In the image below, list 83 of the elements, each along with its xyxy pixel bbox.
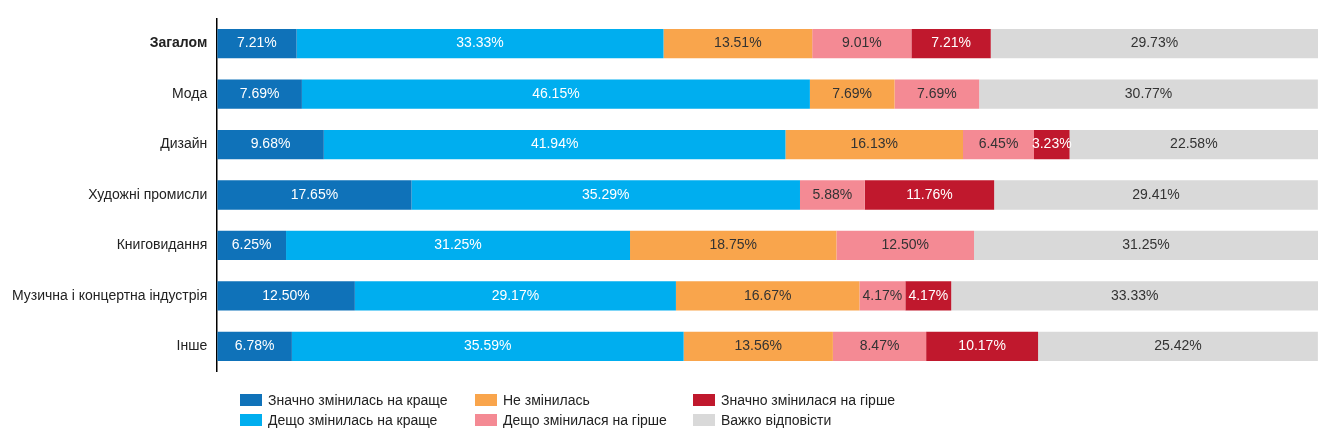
bar [1038, 331, 1318, 361]
y-tick-label: Книговидання [116, 236, 208, 253]
bar [296, 29, 664, 59]
bar [809, 79, 895, 109]
data-label: 31.25% [1122, 236, 1170, 253]
bar [675, 281, 860, 311]
bar [663, 29, 813, 59]
data-label: 29.17% [491, 286, 540, 303]
legend-label: Дещо змінилась на краще [267, 411, 439, 430]
data-label: 6.78% [234, 337, 275, 354]
y-tick-label: Музична і концертна індустрія [12, 286, 208, 303]
bar [217, 29, 297, 59]
y-tick-label: Художні промисли [88, 185, 208, 202]
legend-label: Значно змінилась на краще [267, 391, 449, 410]
legend-label: Не змінилась [502, 391, 591, 410]
data-label: 6.45% [978, 135, 1019, 152]
bar [291, 331, 684, 361]
bar [864, 180, 995, 210]
data-label: 9.01% [841, 34, 882, 51]
data-label: 7.21% [931, 34, 971, 51]
bar [411, 180, 800, 210]
data-label: 4.17% [862, 286, 903, 303]
data-label: 22.58% [1170, 135, 1218, 152]
data-label: 13.56% [734, 337, 783, 354]
legend-label: Важко відповісти [720, 411, 833, 430]
data-label: 4.17% [908, 286, 949, 303]
data-label: 35.59% [464, 337, 512, 354]
data-label: 29.73% [1130, 34, 1179, 51]
bar [836, 230, 975, 261]
data-label: 11.76% [906, 185, 953, 202]
data-label: 7.69% [832, 84, 873, 101]
data-label: 33.33% [1110, 286, 1159, 303]
y-tick-label: Дизайн [160, 135, 208, 152]
bar [799, 180, 865, 210]
data-label: 9.68% [250, 135, 291, 152]
data-label: 31.25% [434, 236, 482, 253]
bar [979, 79, 1318, 109]
bar [630, 230, 837, 261]
bar [301, 79, 810, 109]
bar [812, 29, 912, 59]
data-label: 33.33% [456, 34, 504, 51]
bar [217, 281, 355, 311]
data-label: 5.88% [812, 185, 853, 202]
bar [785, 129, 964, 160]
bar [683, 331, 833, 361]
bar [990, 29, 1318, 59]
data-label: 30.77% [1124, 84, 1173, 101]
bar [323, 129, 786, 160]
data-label: 16.13% [850, 135, 898, 152]
data-label: 7.21% [237, 34, 277, 51]
y-tick-label: Інше [176, 337, 208, 354]
bar [832, 331, 927, 361]
legend-label: Дещо змінилася на гірше [502, 411, 668, 430]
bar [217, 79, 302, 109]
bar [286, 230, 631, 261]
bar [217, 180, 412, 210]
bar [974, 230, 1318, 261]
bar [217, 129, 324, 160]
bar [994, 180, 1318, 210]
y-tick-label: Мода [171, 84, 208, 101]
bar [354, 281, 676, 311]
data-label: 10.17% [958, 337, 1006, 354]
data-label: 29.41% [1132, 185, 1180, 202]
y-tick-label: Загалом [149, 34, 208, 51]
data-label: 7.69% [239, 84, 280, 101]
data-label: 35.29% [582, 185, 630, 202]
data-label: 18.75% [709, 236, 757, 253]
data-label: 17.65% [290, 185, 339, 202]
data-label: 16.67% [743, 286, 792, 303]
data-label: 12.50% [881, 236, 929, 253]
data-label: 6.25% [231, 236, 272, 253]
bar [951, 281, 1318, 311]
legend-label: Значно змінилася на гірше [720, 391, 896, 410]
bar [911, 29, 991, 59]
data-label: 41.94% [530, 135, 579, 152]
bar [926, 331, 1039, 361]
bar [894, 79, 980, 109]
data-label: 12.50% [262, 286, 310, 303]
data-label: 8.47% [859, 337, 900, 354]
data-label: 25.42% [1154, 337, 1202, 354]
data-label: 46.15% [532, 84, 580, 101]
data-label: 7.69% [917, 84, 957, 101]
data-label: 13.51% [714, 34, 762, 51]
